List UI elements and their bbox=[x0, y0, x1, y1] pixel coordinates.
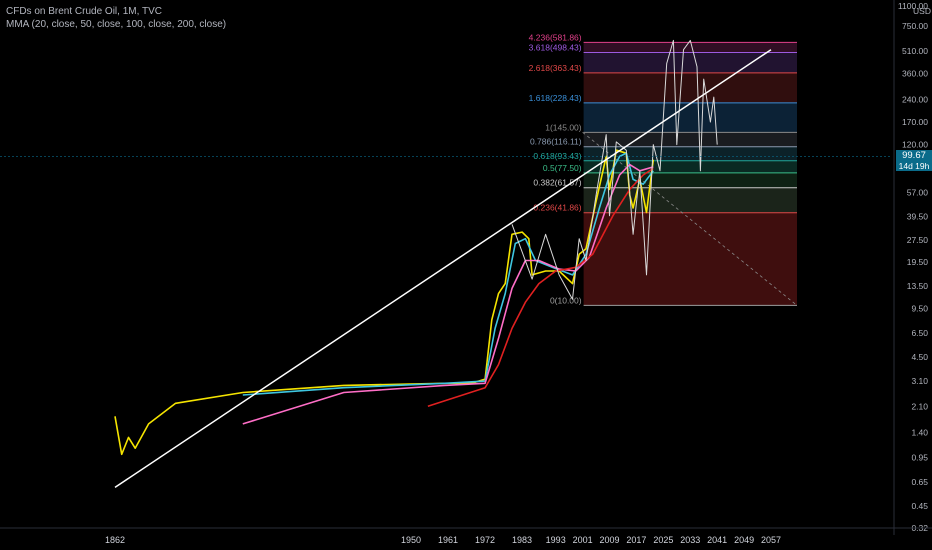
x-tick-label: 1961 bbox=[438, 535, 458, 545]
y-tick-label: 27.50 bbox=[907, 235, 929, 245]
fib-label-4: 0.618(93.43) bbox=[533, 151, 581, 161]
x-tick-label: 2049 bbox=[734, 535, 754, 545]
last-price-value: 99.67 bbox=[902, 150, 926, 161]
last-price-countdown: 14d 19h bbox=[898, 161, 930, 171]
y-tick-label: 240.00 bbox=[902, 95, 928, 105]
x-tick-label: 2001 bbox=[573, 535, 593, 545]
x-tick-label: 1950 bbox=[401, 535, 421, 545]
y-tick-label: 0.45 bbox=[911, 501, 928, 511]
x-tick-label: 2041 bbox=[707, 535, 727, 545]
y-tick-label: 0.65 bbox=[911, 477, 928, 487]
x-tick-label: 1993 bbox=[546, 535, 566, 545]
fib-label-1: 0.236(41.86) bbox=[533, 203, 581, 213]
y-tick-label: 13.50 bbox=[907, 281, 929, 291]
y-tick-label: 750.00 bbox=[902, 21, 928, 31]
x-tick-label: 2017 bbox=[626, 535, 646, 545]
y-tick-label: 360.00 bbox=[902, 68, 928, 78]
y-tick-label: 170.00 bbox=[902, 117, 928, 127]
fib-label-2: 0.382(61.57) bbox=[533, 178, 581, 188]
y-tick-label: 57.00 bbox=[907, 188, 929, 198]
fib-label-3: 0.5(77.50) bbox=[543, 163, 582, 173]
fib-zone-1 bbox=[583, 187, 797, 213]
y-tick-label: 1100.00 bbox=[898, 1, 928, 11]
x-tick-label: 2009 bbox=[600, 535, 620, 545]
y-tick-label: 4.50 bbox=[911, 352, 928, 362]
fib-label-9: 3.618(498.43) bbox=[529, 42, 582, 52]
fib-label-7: 1.618(228.43) bbox=[529, 93, 582, 103]
fib-zone-8 bbox=[583, 52, 797, 73]
series-mma-20[interactable] bbox=[114, 149, 655, 456]
y-tick-label: 510.00 bbox=[902, 46, 928, 56]
fib-zone-2 bbox=[583, 172, 797, 188]
y-tick-label: 19.50 bbox=[907, 257, 929, 267]
y-tick-label: 1.40 bbox=[911, 428, 928, 438]
trendline[interactable] bbox=[114, 49, 772, 489]
fib-zone-5 bbox=[583, 132, 797, 147]
fib-label-0: 0(10.00) bbox=[550, 295, 582, 305]
x-tick-label: 1972 bbox=[475, 535, 495, 545]
y-tick-label: 120.00 bbox=[902, 140, 928, 150]
y-tick-label: 6.50 bbox=[911, 328, 928, 338]
fib-zone-0 bbox=[583, 212, 797, 306]
y-tick-label: 0.95 bbox=[911, 453, 928, 463]
currency-label: USD bbox=[913, 6, 931, 16]
last-price-tag: 99.67 14d 19h bbox=[896, 150, 932, 171]
chart-title: CFDs on Brent Crude Oil, 1M, TVC bbox=[6, 6, 162, 17]
x-tick-label: 2057 bbox=[761, 535, 781, 545]
y-tick-label: 39.50 bbox=[907, 211, 929, 221]
fib-zone-7 bbox=[583, 72, 797, 103]
fib-zone-9 bbox=[583, 42, 797, 53]
fib-label-6: 1(145.00) bbox=[545, 122, 582, 132]
series-price[interactable] bbox=[511, 39, 718, 300]
fib-label-8: 2.618(363.43) bbox=[529, 63, 582, 73]
x-tick-label: 1862 bbox=[105, 535, 125, 545]
fib-label-5: 0.786(116.11) bbox=[530, 137, 582, 147]
series-mma-100[interactable] bbox=[242, 163, 654, 425]
y-tick-label: 2.10 bbox=[911, 401, 928, 411]
y-tick-label: 9.50 bbox=[911, 304, 928, 314]
fib-diagonal bbox=[582, 132, 798, 306]
x-tick-label: 2033 bbox=[680, 535, 700, 545]
fib-label-10: 4.236(581.86) bbox=[529, 32, 582, 42]
x-tick-label: 1983 bbox=[512, 535, 532, 545]
y-tick-label: 3.10 bbox=[911, 376, 928, 386]
fib-zone-4 bbox=[583, 146, 797, 161]
x-tick-label: 2025 bbox=[653, 535, 673, 545]
indicator-legend[interactable]: MMA (20, close, 50, close, 100, close, 2… bbox=[6, 19, 227, 30]
fib-zone-6 bbox=[583, 102, 797, 133]
